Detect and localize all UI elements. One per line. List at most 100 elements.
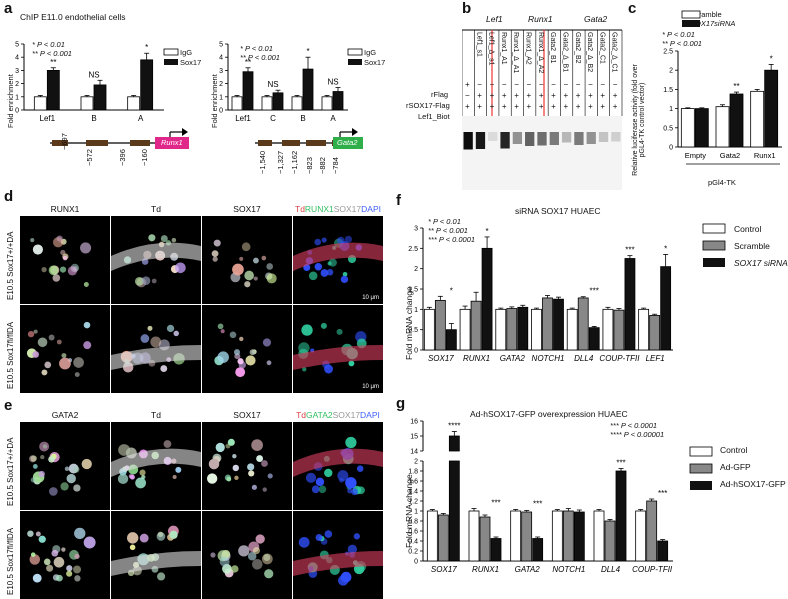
- sig-mark: NS: [88, 70, 99, 79]
- cell-nucleus: [232, 263, 244, 276]
- bar: [481, 247, 493, 351]
- y-tick-label: 0.5: [408, 327, 418, 334]
- micrograph: [20, 511, 110, 599]
- panel-b: Lef1 Runx1 Gata2 Lef1_s1 Lef1_Δ_s1 Runx1_A…: [462, 14, 623, 190]
- panel-f-chart: 0 0.5 1 1.5 2 2.5 3 SOX17 * RUNX1 * GATA2 NOTCH1 DLL4…: [408, 223, 726, 363]
- cell-nucleus: [38, 470, 45, 478]
- gel-sign: +: [501, 102, 507, 111]
- panel-c-ylabel: Relative luciferase activity (fold over …: [632, 64, 646, 176]
- cell-nucleus: [151, 278, 157, 284]
- cell-nucleus: [172, 475, 177, 480]
- cell-nucleus: [73, 484, 81, 492]
- legend-swatch-control-f: [702, 223, 726, 234]
- bar: [93, 84, 107, 111]
- gel-sign: −: [563, 80, 569, 89]
- cell-nucleus: [33, 329, 38, 334]
- scale-bar-label: 10 μm: [362, 384, 379, 390]
- cell-nucleus: [48, 334, 55, 341]
- micrograph-signal: [211, 239, 277, 288]
- cell-nucleus: [251, 439, 263, 451]
- legend-swatch-adsox-g: [690, 481, 712, 490]
- y-tick-label: 0: [669, 145, 673, 152]
- x-tick-label: COUP-TFII: [632, 565, 673, 574]
- gel-sign: −: [551, 80, 556, 89]
- sig-mark: NS: [327, 78, 338, 87]
- panel-c-sig-2: ** P < 0.001: [662, 39, 702, 48]
- cell-nucleus: [315, 477, 325, 487]
- micro-row-label: E10.5 Sox17fl/flDA: [6, 321, 15, 389]
- gel-sign: +: [563, 91, 569, 100]
- bar: [613, 309, 625, 351]
- cell-nucleus: [244, 270, 254, 281]
- x-tick-label: COUP-TFII: [599, 354, 640, 363]
- gel-lane-label: Gata2_Δ_C1: [610, 32, 618, 73]
- cell-nucleus: [347, 544, 358, 554]
- cell-nucleus: [321, 237, 327, 243]
- panel-f-sig-1: * P < 0.01: [428, 217, 461, 226]
- x-tick-label: RUNX1: [463, 354, 490, 363]
- gel-row-sox17: rSOX17-Flag: [406, 101, 450, 110]
- cell-nucleus: [212, 256, 218, 262]
- cell-nucleus: [32, 573, 42, 583]
- gata2-gene-box: [333, 137, 363, 149]
- y-tick-label: 0.6: [408, 529, 418, 536]
- gel-sign: −: [501, 80, 507, 89]
- cell-nucleus: [261, 553, 273, 565]
- cell-nucleus: [342, 271, 348, 277]
- bar: [593, 510, 605, 562]
- y-tick-label: 0.2: [408, 549, 418, 556]
- panel-g-legend-1: Control: [720, 445, 748, 455]
- runx1-gene-box: [155, 137, 189, 149]
- gel-band: [574, 132, 584, 145]
- y-tick-label: 1.5: [663, 87, 673, 94]
- x-tick-label: SOX17: [431, 565, 457, 574]
- micrograph: [20, 422, 110, 510]
- cell-nucleus: [210, 552, 216, 558]
- cell-nucleus: [234, 349, 241, 356]
- x-tick-label: NOTCH1: [532, 354, 565, 363]
- x-tick-label: Runx1: [754, 151, 776, 160]
- y-tick-label: 3: [414, 226, 418, 233]
- panel-c-sig-1: * P < 0.01: [662, 30, 695, 39]
- gel-sign: −: [575, 80, 581, 89]
- scale-bar-label: 10 μm: [362, 295, 379, 301]
- cell-nucleus: [226, 476, 232, 482]
- coord-left-1: −697: [60, 133, 69, 150]
- x-tick-label: NOTCH1: [552, 565, 585, 574]
- cell-nucleus: [66, 570, 73, 577]
- bar: [588, 327, 600, 351]
- y-tick-label: 2: [669, 68, 673, 75]
- micrograph-signal: [111, 525, 201, 581]
- bar: [680, 108, 695, 148]
- panel-a-sig-right-2: ** P < 0.001: [240, 53, 280, 62]
- gel-sign: −: [588, 80, 593, 89]
- y-tick-label: 0: [414, 348, 418, 355]
- gel-sign: +: [551, 102, 556, 111]
- sig-mark: **: [733, 82, 739, 91]
- cell-nucleus: [353, 533, 361, 540]
- micrograph-signal: [26, 321, 92, 378]
- gel-sign: +: [477, 91, 482, 100]
- y-tick-label: 1.8: [408, 469, 418, 476]
- cell-nucleus: [74, 553, 80, 559]
- cell-nucleus: [206, 473, 218, 484]
- cell-nucleus: [59, 357, 71, 370]
- micrograph: [20, 305, 110, 393]
- cell-nucleus: [141, 276, 151, 285]
- cell-nucleus: [56, 339, 62, 345]
- gel-sign: +: [588, 102, 593, 111]
- cell-nucleus: [134, 276, 144, 286]
- cell-nucleus: [337, 575, 349, 586]
- bar: [646, 500, 658, 562]
- merge-channel-label: DAPI: [361, 204, 381, 214]
- cell-nucleus: [217, 323, 224, 330]
- merge-channel-label: DAPI: [360, 410, 380, 420]
- legend-swatch-igg-right: [347, 48, 363, 56]
- cell-nucleus: [157, 572, 166, 581]
- merge-channel-label: Td: [296, 410, 307, 420]
- panel-g-legend-3: Ad-hSOX17-GFP: [720, 479, 786, 489]
- sig-mark: *: [664, 244, 667, 253]
- cell-nucleus: [53, 556, 65, 568]
- y-tick-label: 1.4: [408, 489, 418, 496]
- panel-a-sig-left-1: * P < 0.01: [32, 40, 65, 49]
